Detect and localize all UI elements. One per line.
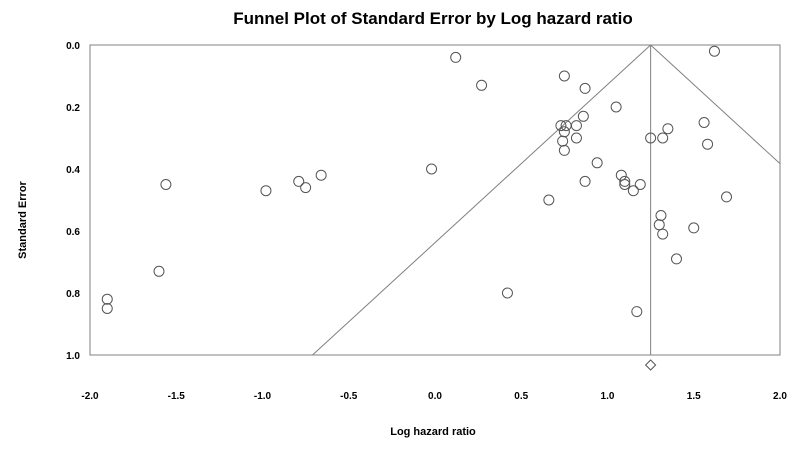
- y-tick-label: 0.8: [66, 289, 80, 300]
- data-point: [570, 132, 582, 144]
- data-point: [476, 79, 488, 91]
- y-tick-label: 1.0: [66, 351, 80, 362]
- data-point: [293, 175, 305, 187]
- data-point: [591, 157, 603, 169]
- data-point: [610, 101, 622, 113]
- data-point: [619, 179, 631, 190]
- data-point: [631, 306, 643, 318]
- data-point: [558, 144, 570, 156]
- data-point: [315, 169, 327, 181]
- data-point: [627, 185, 639, 197]
- data-point: [645, 132, 657, 144]
- data-point: [579, 82, 591, 94]
- data-point: [558, 70, 570, 82]
- data-point: [501, 287, 513, 299]
- y-tick-label: 0.2: [66, 103, 80, 114]
- data-point: [450, 51, 462, 63]
- data-point: [577, 110, 589, 122]
- data-point: [558, 126, 570, 138]
- x-tick-label: 0.5: [514, 391, 528, 402]
- x-tick-label: -1.5: [168, 391, 186, 402]
- data-point: [657, 132, 669, 144]
- data-point: [619, 175, 631, 187]
- x-tick-label: 2.0: [773, 391, 787, 402]
- x-tick-label: 0.0: [428, 391, 442, 402]
- data-point: [662, 123, 674, 135]
- data-point: [698, 117, 710, 128]
- x-tick-label: -2.0: [81, 391, 99, 402]
- pooled-estimate-diamond: [644, 359, 657, 371]
- data-point: [615, 169, 627, 181]
- data-point: [570, 120, 582, 132]
- data-point: [708, 45, 720, 57]
- y-tick-label: 0.4: [66, 165, 80, 176]
- data-point: [555, 120, 567, 132]
- data-point: [655, 210, 667, 221]
- x-tick-label: -0.5: [340, 391, 358, 402]
- data-point: [657, 228, 669, 240]
- data-point: [557, 135, 569, 147]
- funnel-left-boundary: [312, 44, 651, 356]
- y-axis-label: Standard Error: [17, 180, 29, 258]
- data-point: [653, 219, 665, 231]
- chart-title: Funnel Plot of Standard Error by Log haz…: [233, 9, 633, 28]
- data-point: [153, 265, 165, 277]
- x-axis-label: Log hazard ratio: [390, 426, 476, 438]
- y-tick-label: 0.6: [66, 227, 80, 238]
- x-tick-label: 1.5: [687, 391, 701, 402]
- data-point: [101, 303, 113, 314]
- data-point: [702, 138, 714, 150]
- data-point: [721, 191, 733, 203]
- data-point: [688, 222, 700, 234]
- data-point: [160, 179, 172, 190]
- data-point: [260, 185, 272, 197]
- x-tick-label: -1.0: [254, 391, 272, 402]
- y-tick-label: 0.0: [66, 41, 80, 52]
- data-point: [671, 253, 682, 265]
- data-point: [634, 179, 646, 190]
- plot-area-frame: [89, 44, 781, 356]
- funnel-right-boundary: [650, 44, 781, 164]
- x-tick-label: 1.0: [601, 391, 615, 402]
- data-point: [579, 175, 591, 187]
- data-point: [543, 194, 555, 206]
- data-point: [300, 182, 312, 194]
- data-point: [426, 163, 438, 175]
- data-point: [101, 293, 113, 305]
